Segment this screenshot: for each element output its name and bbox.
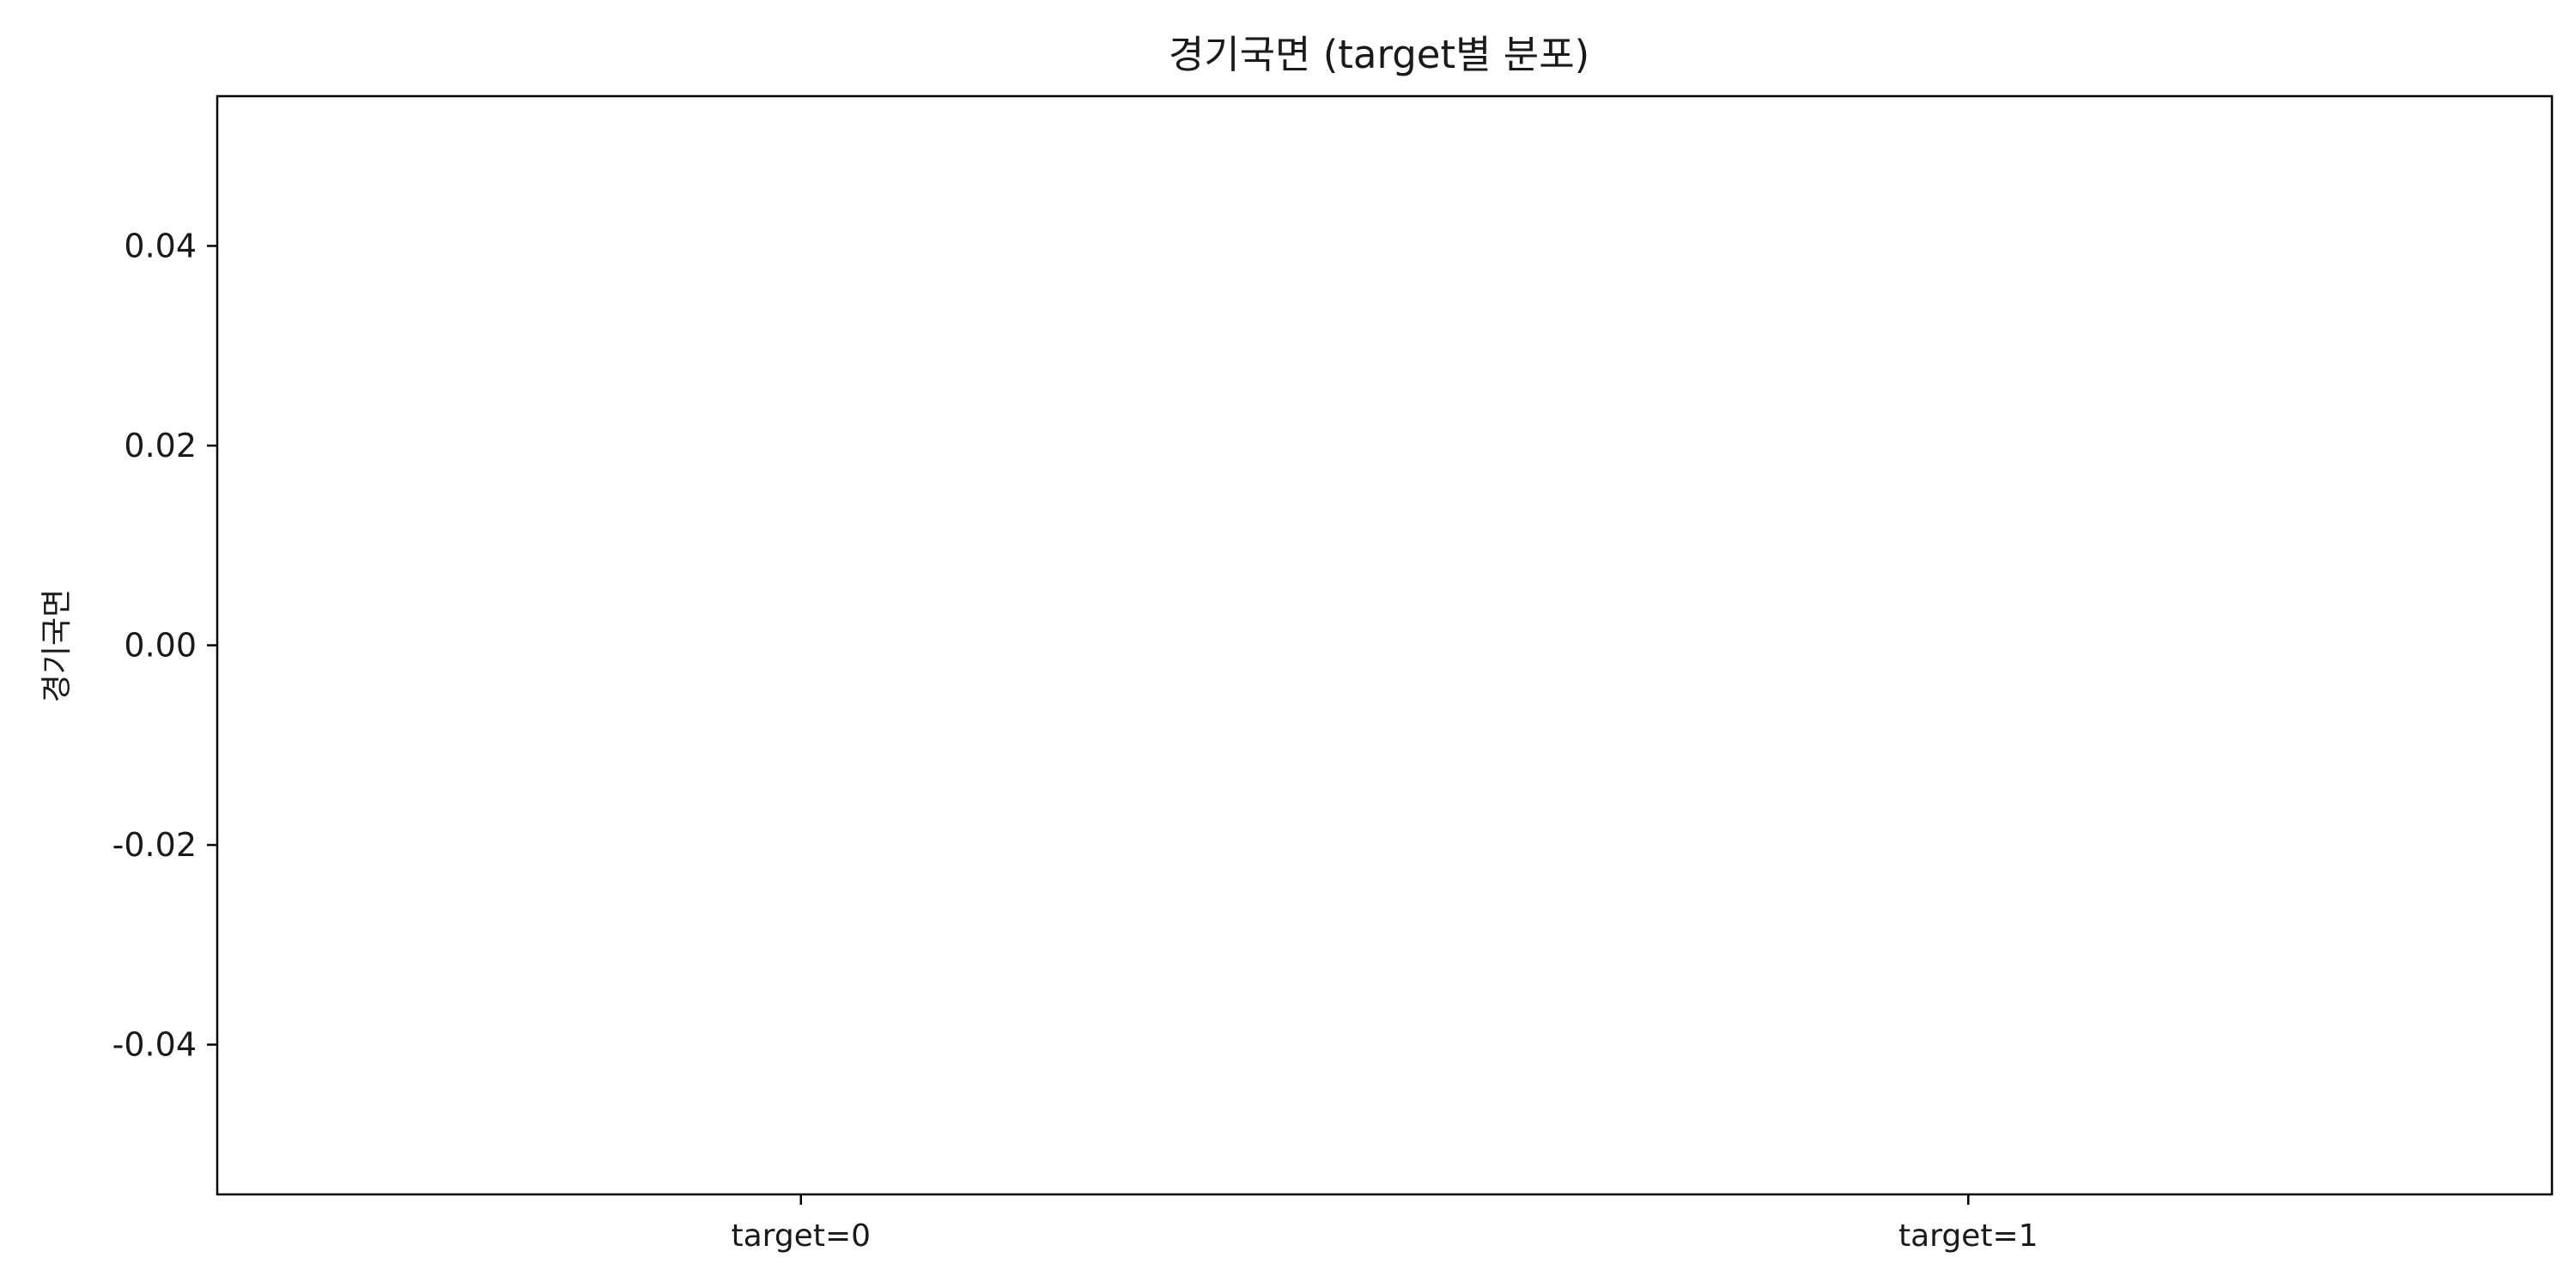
x-tick-label: target=0 bbox=[731, 1218, 871, 1254]
x-tick-label: target=1 bbox=[1899, 1218, 2038, 1254]
chart-title: 경기국면 (target별 분포) bbox=[1169, 32, 1589, 77]
plot-frame bbox=[216, 94, 2554, 1196]
y-axis-label: 경기국면 bbox=[39, 589, 75, 702]
y-tick-label: 0.04 bbox=[124, 227, 197, 264]
y-tick-label: 0.02 bbox=[124, 427, 197, 465]
y-axis: -0.04 -0.02 0.00 0.02 0.04 bbox=[112, 227, 217, 1064]
y-tick-label: -0.04 bbox=[112, 1026, 197, 1064]
plot-area bbox=[216, 94, 2554, 1196]
x-axis: target=0 target=1 bbox=[731, 1194, 2038, 1254]
y-tick-label: -0.02 bbox=[112, 826, 197, 864]
y-tick-label: 0.00 bbox=[124, 627, 197, 665]
